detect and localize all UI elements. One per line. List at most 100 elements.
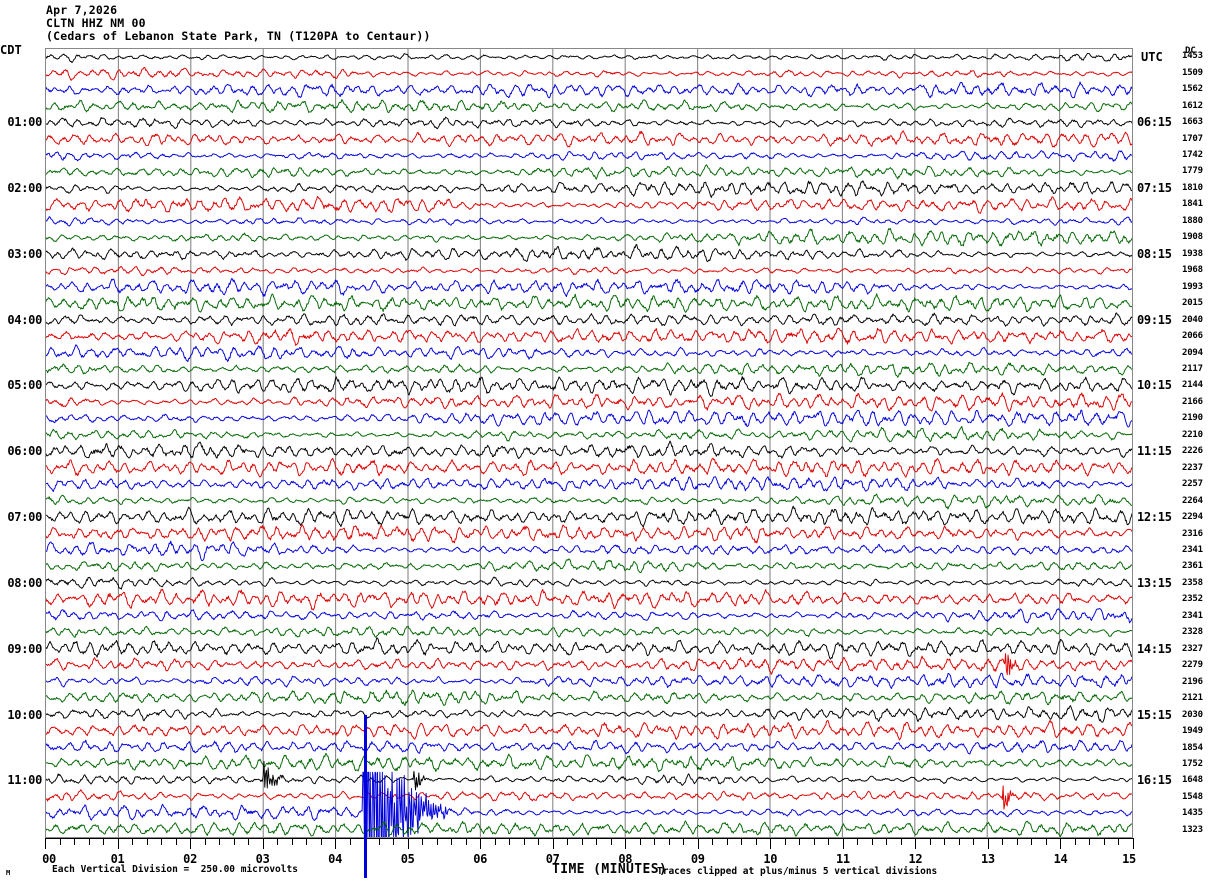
x-axis-minor-tick (277, 838, 279, 845)
x-axis-minor-tick (596, 838, 598, 845)
x-axis-tick-label: 15 (1122, 852, 1136, 866)
rms-value: 2328 (1182, 627, 1203, 638)
x-axis-minor-tick (393, 838, 395, 845)
rms-value: 1707 (1182, 133, 1203, 144)
x-axis-tick-label: 12 (908, 852, 923, 866)
rms-value: 2066 (1182, 331, 1203, 341)
rms-value: 2327 (1182, 643, 1203, 654)
rms-value: 2257 (1182, 479, 1203, 490)
x-axis-minor-tick (1089, 838, 1091, 845)
x-axis-minor-tick (741, 838, 743, 845)
header-site: (Cedars of Lebanon State Park, TN (T120P… (46, 29, 431, 43)
rms-value: 2040 (1182, 314, 1203, 325)
x-axis-minor-tick (175, 838, 177, 845)
rms-value: 2279 (1182, 660, 1203, 671)
x-axis-tick-label: 04 (328, 852, 343, 866)
x-axis-minor-tick (103, 838, 105, 845)
rms-value: 2352 (1182, 594, 1203, 605)
x-axis-minor-tick (1074, 838, 1076, 845)
x-axis-minor-tick (784, 838, 786, 845)
x-axis-tick-label: 08 (618, 852, 633, 866)
x-axis-tick-label: 01 (110, 852, 125, 866)
x-axis-major-tick (1060, 838, 1062, 849)
x-axis-minor-tick (88, 838, 90, 845)
x-axis-minor-tick (59, 838, 61, 845)
rms-value: 2121 (1182, 693, 1203, 704)
seismic-traces (46, 53, 1132, 837)
hour-label-right: 13:15 (1137, 575, 1172, 590)
x-axis-minor-tick (1016, 838, 1018, 845)
x-axis-minor-tick (726, 838, 728, 845)
x-axis-major-tick (1133, 838, 1134, 849)
rms-value: 2358 (1182, 577, 1203, 588)
x-axis-minor-tick (378, 838, 380, 845)
rms-value: 1880 (1182, 215, 1203, 226)
rms-value: 2237 (1182, 462, 1203, 473)
x-axis-minor-tick (813, 838, 815, 845)
rms-value: 2210 (1182, 429, 1203, 440)
x-axis: 00 01 02 03 04 05 06 07 08 09 10 11 12 13 14 15 (42, 838, 1136, 866)
x-axis-major-tick (552, 838, 554, 849)
rms-value: 1752 (1182, 758, 1203, 769)
rms-value: 1841 (1182, 199, 1203, 210)
x-axis-minor-tick (639, 838, 641, 845)
rms-value: 2030 (1182, 709, 1203, 720)
x-axis-minor-tick (161, 838, 163, 845)
x-axis-minor-tick (567, 838, 569, 845)
rms-value: 1908 (1182, 232, 1203, 243)
timezone-label-left: CDT (0, 43, 22, 57)
rms-value: 1323 (1182, 824, 1203, 835)
x-axis-minor-tick (712, 838, 714, 845)
x-axis-tick-label: 02 (183, 852, 198, 866)
rms-value: 2196 (1182, 676, 1203, 687)
scale-note: Each Vertical Division = 250.00 microvol… (52, 864, 298, 875)
rms-value: 1648 (1182, 775, 1203, 786)
hour-label-left: 06:00 (7, 444, 42, 459)
rms-value: 2264 (1182, 495, 1203, 506)
hour-label-left: 04:00 (7, 312, 42, 327)
x-axis-tick-label: 07 (545, 852, 560, 866)
hour-label-left: 08:00 (7, 575, 42, 590)
rms-value: 1612 (1182, 100, 1203, 111)
hour-label-left: 11:00 (7, 773, 42, 788)
rms-value: 2316 (1182, 528, 1203, 539)
rms-value: 1854 (1182, 742, 1203, 753)
hour-label-right: 10:15 (1137, 378, 1172, 393)
x-axis-major-tick (335, 838, 337, 849)
x-axis-major-tick (915, 838, 917, 849)
x-axis-tick-label: 10 (763, 852, 778, 866)
rms-value: 2341 (1182, 545, 1203, 555)
rms-value: 1779 (1182, 166, 1203, 177)
hour-label-right: 07:15 (1137, 180, 1172, 195)
header-station: CLTN HHZ NM 00 (46, 16, 146, 30)
x-axis-minor-tick (900, 838, 902, 845)
x-axis-minor-tick (1103, 838, 1105, 845)
x-axis-minor-tick (233, 838, 235, 845)
x-axis-tick-label: 06 (473, 852, 488, 866)
x-axis-major-tick (697, 838, 699, 849)
rms-value: 2361 (1182, 561, 1203, 572)
rms-value: 2015 (1182, 298, 1203, 309)
rms-value: 1968 (1182, 265, 1203, 276)
rms-column-header: DC (1185, 46, 1196, 56)
clipped-event-overflow (364, 715, 368, 878)
x-axis-minor-tick (610, 838, 612, 845)
rms-value: 1663 (1182, 117, 1203, 128)
x-axis-minor-tick (1045, 838, 1047, 845)
helicorder-plot[interactable] (45, 48, 1133, 838)
x-axis-major-tick (45, 838, 46, 849)
hour-label-right: 14:15 (1137, 641, 1172, 656)
x-axis-minor-tick (755, 838, 757, 845)
x-axis-line (45, 838, 1133, 839)
x-axis-minor-tick (683, 838, 685, 845)
x-axis-minor-tick (523, 838, 525, 845)
x-axis-minor-tick (146, 838, 148, 845)
x-axis-minor-tick (857, 838, 859, 845)
x-axis-minor-tick (799, 838, 801, 845)
hour-label-right: 08:15 (1137, 246, 1172, 261)
grid-lines (117, 49, 1061, 837)
rms-value: 1453 (1182, 51, 1203, 62)
x-axis-title: TIME (MINUTES) (552, 862, 668, 877)
x-axis-minor-tick (944, 838, 946, 845)
x-axis-minor-tick (538, 838, 540, 845)
